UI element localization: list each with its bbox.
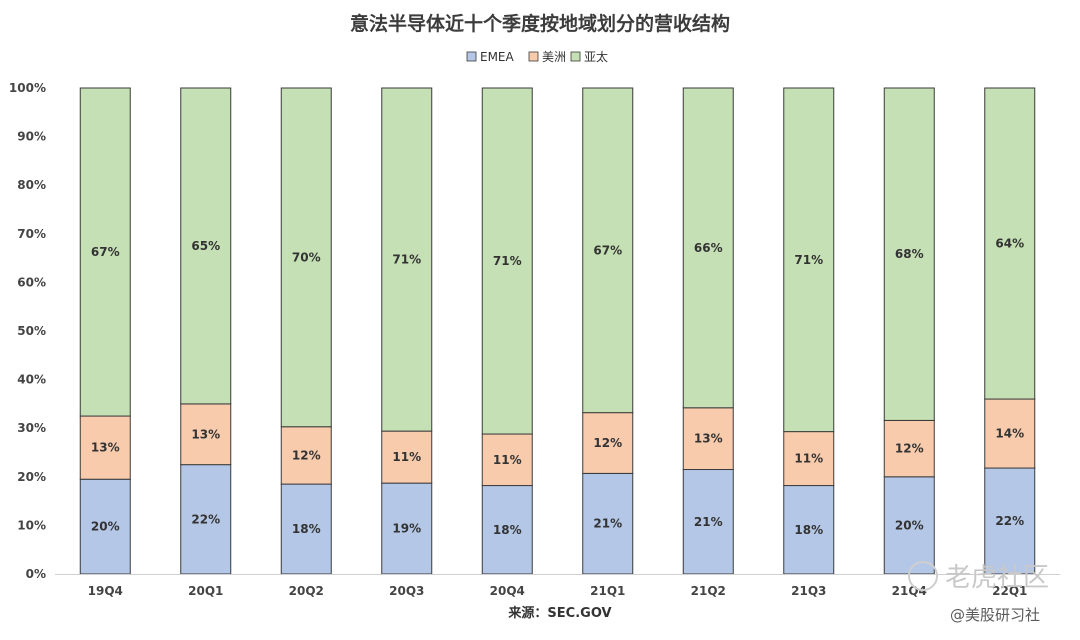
x-tick-label: 21Q2 xyxy=(691,584,726,598)
y-tick-label: 90% xyxy=(17,130,46,144)
data-label: 65% xyxy=(191,239,220,253)
data-label: 12% xyxy=(292,448,321,462)
source-note: 来源：SEC.GOV xyxy=(507,605,611,621)
bar-segment-22Q1-亚太 xyxy=(984,87,1036,400)
bar-segment-21Q3-美洲 xyxy=(783,431,835,487)
data-label: 71% xyxy=(392,253,421,267)
data-label: 11% xyxy=(493,453,522,467)
bar-segment-21Q4-EMEA xyxy=(883,476,935,575)
data-label: 67% xyxy=(593,243,622,257)
bar-segment-20Q2-亚太 xyxy=(280,87,332,428)
y-tick-label: 0% xyxy=(26,567,46,581)
bar-segment-20Q2-美洲 xyxy=(280,426,332,485)
data-label: 18% xyxy=(493,523,522,537)
bar-segment-21Q3-亚太 xyxy=(783,87,835,433)
data-label: 13% xyxy=(191,427,220,441)
data-label: 66% xyxy=(694,241,723,255)
bar-segment-21Q1-EMEA xyxy=(582,472,634,575)
data-label: 70% xyxy=(292,250,321,264)
data-label: 21% xyxy=(593,517,622,531)
x-tick-label: 20Q1 xyxy=(188,584,223,598)
data-label: 20% xyxy=(895,518,924,532)
y-tick-label: 60% xyxy=(17,275,46,289)
bar-segment-21Q2-EMEA xyxy=(682,469,734,575)
legend-label: EMEA xyxy=(480,50,515,64)
legend-label: 亚太 xyxy=(584,49,608,64)
x-tick-label: 20Q4 xyxy=(490,584,525,598)
data-label: 13% xyxy=(91,441,120,455)
data-label: 22% xyxy=(191,512,220,526)
data-label: 13% xyxy=(694,432,723,446)
data-label: 71% xyxy=(493,254,522,268)
bars-group: 20% 13% 67% 22% 13% 65% 18% 12% 70% 19% 11% 71% 18% 1… xyxy=(79,87,1036,575)
y-tick-label: 20% xyxy=(17,470,46,484)
chart-title: 意法半导体近十个季度按地域划分的营收结构 xyxy=(350,12,730,35)
bar-segment-21Q4-亚太 xyxy=(883,87,935,421)
data-label: 68% xyxy=(895,247,924,261)
data-label: 12% xyxy=(593,436,622,450)
data-label: 67% xyxy=(91,245,120,259)
y-tick-label: 70% xyxy=(17,227,46,241)
legend-swatch xyxy=(570,51,581,62)
watermark-sub: @美股研习社 xyxy=(950,606,1040,624)
bar-segment-21Q1-亚太 xyxy=(582,87,634,414)
x-axis: 19Q4 20Q1 20Q2 20Q3 20Q4 21Q1 21Q2 21Q3 21Q4 22Q1 xyxy=(55,574,1060,598)
bar-segment-20Q1-亚太 xyxy=(180,87,232,405)
bar-segment-21Q2-美洲 xyxy=(682,407,734,471)
bar-segment-21Q4-美洲 xyxy=(883,419,935,478)
bar-segment-21Q1-美洲 xyxy=(582,412,634,474)
x-tick-label: 19Q4 xyxy=(88,584,123,598)
bar-segment-22Q1-美洲 xyxy=(984,398,1036,469)
data-label: 18% xyxy=(794,523,823,537)
bar-segment-20Q1-EMEA xyxy=(180,464,232,575)
data-label: 71% xyxy=(794,253,823,267)
watermark-main: 老虎社区 xyxy=(945,563,1049,593)
bar-segment-20Q3-美洲 xyxy=(381,430,433,484)
data-label: 19% xyxy=(392,522,421,536)
bar-segment-22Q1-EMEA xyxy=(984,467,1036,575)
bar-segment-19Q4-美洲 xyxy=(79,415,131,480)
y-tick-label: 80% xyxy=(17,178,46,192)
legend-swatch xyxy=(466,51,477,62)
legend-label: 美洲 xyxy=(542,50,566,64)
data-label: 14% xyxy=(995,427,1024,441)
x-tick-label: 21Q4 xyxy=(892,584,927,598)
bar-segment-20Q1-美洲 xyxy=(180,403,232,466)
x-tick-label: 21Q3 xyxy=(791,584,826,598)
bar-segment-19Q4-亚太 xyxy=(79,87,131,417)
x-tick-label: 20Q2 xyxy=(289,584,324,598)
data-label: 22% xyxy=(995,514,1024,528)
x-tick-label: 22Q1 xyxy=(992,584,1027,598)
x-tick-label: 20Q3 xyxy=(389,584,424,598)
bar-segment-21Q2-亚太 xyxy=(682,87,734,409)
data-label: 64% xyxy=(995,237,1024,251)
data-label: 20% xyxy=(91,520,120,534)
x-tick-label: 21Q1 xyxy=(590,584,625,598)
bar-segment-20Q3-EMEA xyxy=(381,482,433,575)
y-tick-label: 100% xyxy=(9,81,46,95)
watermark-logo-icon xyxy=(908,561,938,591)
data-label: 21% xyxy=(694,515,723,529)
bar-segment-20Q4-亚太 xyxy=(481,87,533,435)
legend-swatch xyxy=(528,51,539,62)
y-tick-label: 40% xyxy=(17,373,46,387)
y-tick-label: 30% xyxy=(17,421,46,435)
chart-legend: EMEA 美洲 亚太 xyxy=(466,49,608,64)
y-axis: 0% 10% 20% 30% 40% 50% 60% 70% 80% 90% 100% xyxy=(9,81,46,581)
y-tick-label: 10% xyxy=(17,518,46,532)
data-label: 12% xyxy=(895,442,924,456)
watermark: 老虎社区 @美股研习社 xyxy=(908,561,1049,624)
data-label: 18% xyxy=(292,522,321,536)
y-tick-label: 50% xyxy=(17,324,46,338)
bar-segment-20Q3-亚太 xyxy=(381,87,433,432)
data-label: 11% xyxy=(392,450,421,464)
data-label: 11% xyxy=(794,452,823,466)
bar-segment-19Q4-EMEA xyxy=(79,478,131,575)
